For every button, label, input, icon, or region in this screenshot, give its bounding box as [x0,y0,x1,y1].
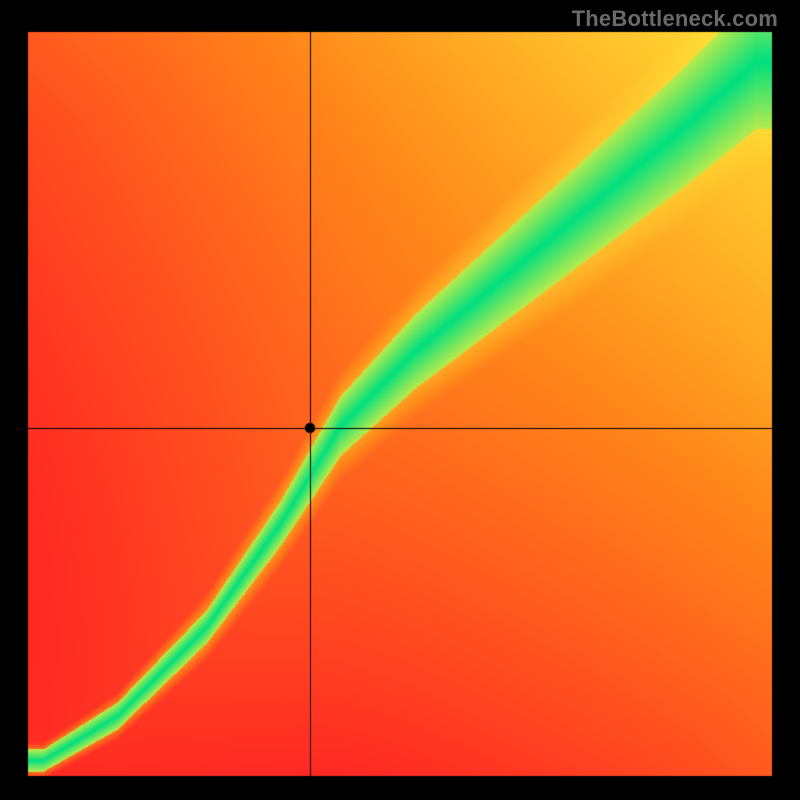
bottleneck-heatmap [0,0,800,800]
watermark-text: TheBottleneck.com [572,6,778,32]
chart-container: TheBottleneck.com [0,0,800,800]
